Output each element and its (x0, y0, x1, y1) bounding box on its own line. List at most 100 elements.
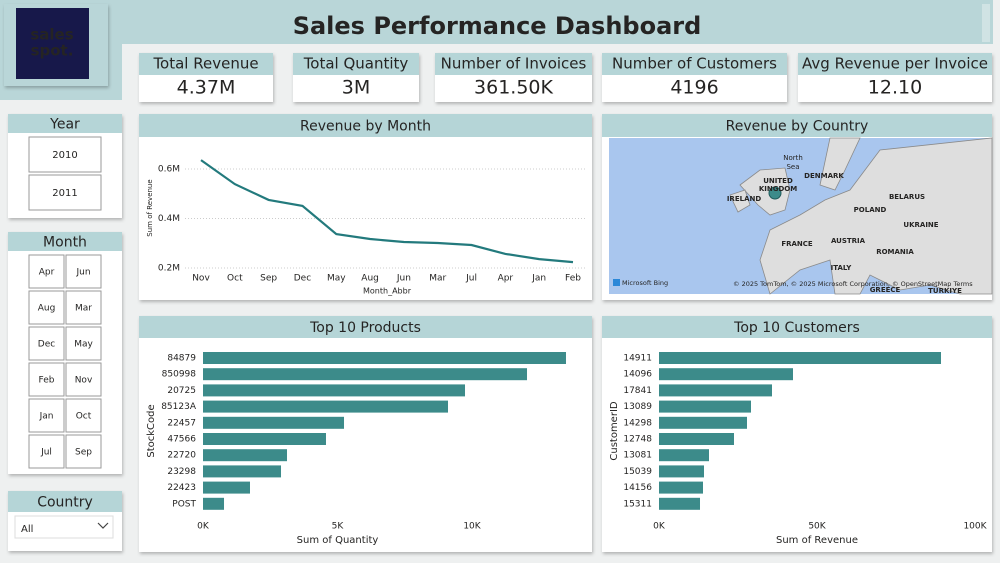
bar (659, 400, 752, 413)
slicer-option: Dec (38, 340, 55, 350)
y-tick-label: 15311 (623, 499, 652, 509)
x-tick-label: Dec (294, 274, 311, 284)
map-land (819, 137, 861, 191)
kpi-value: 4196 (670, 77, 718, 99)
kpi-value: 3M (342, 77, 370, 99)
slicer-button[interactable] (65, 362, 102, 397)
logo-text: sales (30, 26, 73, 44)
dashboard-title: Sales Performance Dashboard (293, 12, 702, 40)
x-tick-label: Mar (429, 274, 446, 284)
x-tick-label: 0K (197, 522, 210, 532)
x-tick-label: Apr (498, 274, 514, 284)
y-tick-label: 14911 (623, 354, 652, 364)
panel-title: Revenue by Country (726, 119, 869, 135)
bar (659, 352, 942, 364)
panel-title: Top 10 Customers (733, 320, 860, 336)
y-tick-label: 0.4M (158, 214, 180, 224)
map-land (729, 189, 751, 213)
panel (8, 232, 122, 474)
x-tick-label: 0K (653, 522, 666, 532)
y-tick-label: 14156 (623, 483, 652, 493)
kpi-label: Number of Invoices (441, 55, 587, 73)
panel-title: Country (37, 495, 93, 511)
y-tick-label: 14298 (623, 418, 652, 428)
slicer-option: Mar (75, 304, 92, 314)
map-label: North (783, 154, 803, 162)
x-tick-label: May (327, 274, 346, 284)
map-label: DENMARK (804, 172, 844, 180)
map-land (759, 137, 993, 295)
y-axis-title: StockCode (146, 404, 157, 457)
bar (659, 449, 710, 462)
x-tick-label: 100K (963, 522, 987, 532)
slicer-button[interactable] (65, 398, 102, 433)
y-tick-label: 22457 (167, 418, 196, 428)
y-tick-label: 47566 (167, 435, 196, 445)
map-label: Sea (786, 163, 799, 171)
slicer-button[interactable] (28, 326, 65, 361)
map-label: GREECE (870, 286, 901, 294)
slicer-button[interactable] (65, 434, 102, 469)
logo-text: spot. (31, 42, 74, 60)
bar (203, 465, 282, 478)
y-tick-label: 20725 (167, 386, 196, 396)
slicer-option: Jun (75, 268, 90, 278)
bar (203, 481, 250, 494)
bar (203, 433, 326, 445)
panel-header (8, 491, 122, 512)
kpi-value: 12.10 (868, 77, 922, 99)
x-tick-label: 5K (332, 522, 345, 532)
slicer-button[interactable] (65, 290, 102, 325)
y-tick-label: 13089 (623, 402, 652, 412)
slicer-button[interactable] (65, 254, 102, 289)
dropdown[interactable] (14, 515, 114, 539)
dropdown-value: All (21, 524, 33, 535)
map-label: TÜRKIYE (928, 286, 962, 295)
x-tick-label: Oct (227, 274, 243, 284)
panel-title: Year (49, 117, 80, 133)
y-tick-label: 17841 (623, 386, 652, 396)
kpi-label: Total Revenue (152, 55, 258, 73)
slicer-button[interactable] (28, 290, 65, 325)
kpi-header (435, 53, 592, 75)
map-bubble (768, 186, 782, 200)
slicer-button[interactable] (28, 398, 65, 433)
bar (659, 481, 703, 494)
y-tick-label: 84879 (167, 354, 196, 364)
slicer-option: Oct (76, 412, 92, 422)
map-provider: Microsoft Bing (622, 279, 668, 287)
x-tick-label: 10K (463, 522, 481, 532)
slicer-button[interactable] (65, 326, 102, 361)
bar (659, 465, 705, 478)
slicer-button[interactable] (28, 174, 102, 211)
map-label: IRELAND (727, 195, 762, 203)
map-label: UNITED (763, 177, 793, 185)
slicer-button[interactable] (28, 136, 102, 173)
bar (203, 449, 288, 462)
slicer-option: 2011 (52, 188, 77, 199)
slicer-option: Sep (75, 448, 92, 458)
panel-header (602, 316, 992, 338)
bar (659, 497, 701, 510)
slicer-option: May (74, 340, 93, 350)
map-label: AUSTRIA (831, 237, 866, 245)
slicer-button[interactable] (28, 362, 65, 397)
bar (659, 433, 734, 445)
scrollbar (982, 4, 990, 42)
kpi-header (139, 53, 273, 75)
x-axis-title: Month_Abbr (363, 287, 412, 296)
y-tick-label: 14096 (623, 370, 652, 380)
x-tick-label: Nov (192, 274, 210, 284)
bar (659, 384, 772, 397)
slicer-option: Jan (39, 412, 54, 422)
slicer-button[interactable] (28, 254, 65, 289)
panel-title: Revenue by Month (300, 119, 431, 135)
panel-title: Month (43, 235, 87, 251)
y-tick-label: 85123A (161, 402, 197, 412)
panel (139, 114, 592, 300)
map-attribution: © 2025 TomTom, © 2025 Microsoft Corporat… (733, 280, 973, 288)
kpi-label: Avg Revenue per Invoice (802, 55, 988, 73)
y-tick-label: POST (172, 499, 196, 509)
slicer-button[interactable] (28, 434, 65, 469)
